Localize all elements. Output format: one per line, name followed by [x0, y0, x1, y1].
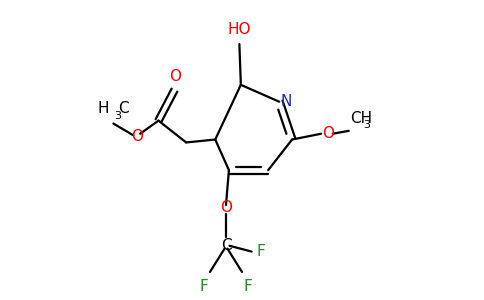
Text: O: O: [131, 129, 143, 144]
Text: N: N: [281, 94, 292, 109]
Text: F: F: [257, 244, 265, 259]
Text: F: F: [243, 279, 252, 294]
Text: C: C: [119, 101, 129, 116]
Text: O: O: [220, 200, 232, 215]
Text: O: O: [323, 126, 334, 141]
Text: 3: 3: [114, 111, 121, 121]
Text: CH: CH: [350, 112, 372, 127]
Text: O: O: [169, 69, 182, 84]
Text: 3: 3: [363, 120, 370, 130]
Text: F: F: [200, 279, 209, 294]
Text: HO: HO: [227, 22, 251, 37]
Text: H: H: [97, 101, 109, 116]
Text: C: C: [221, 238, 231, 253]
